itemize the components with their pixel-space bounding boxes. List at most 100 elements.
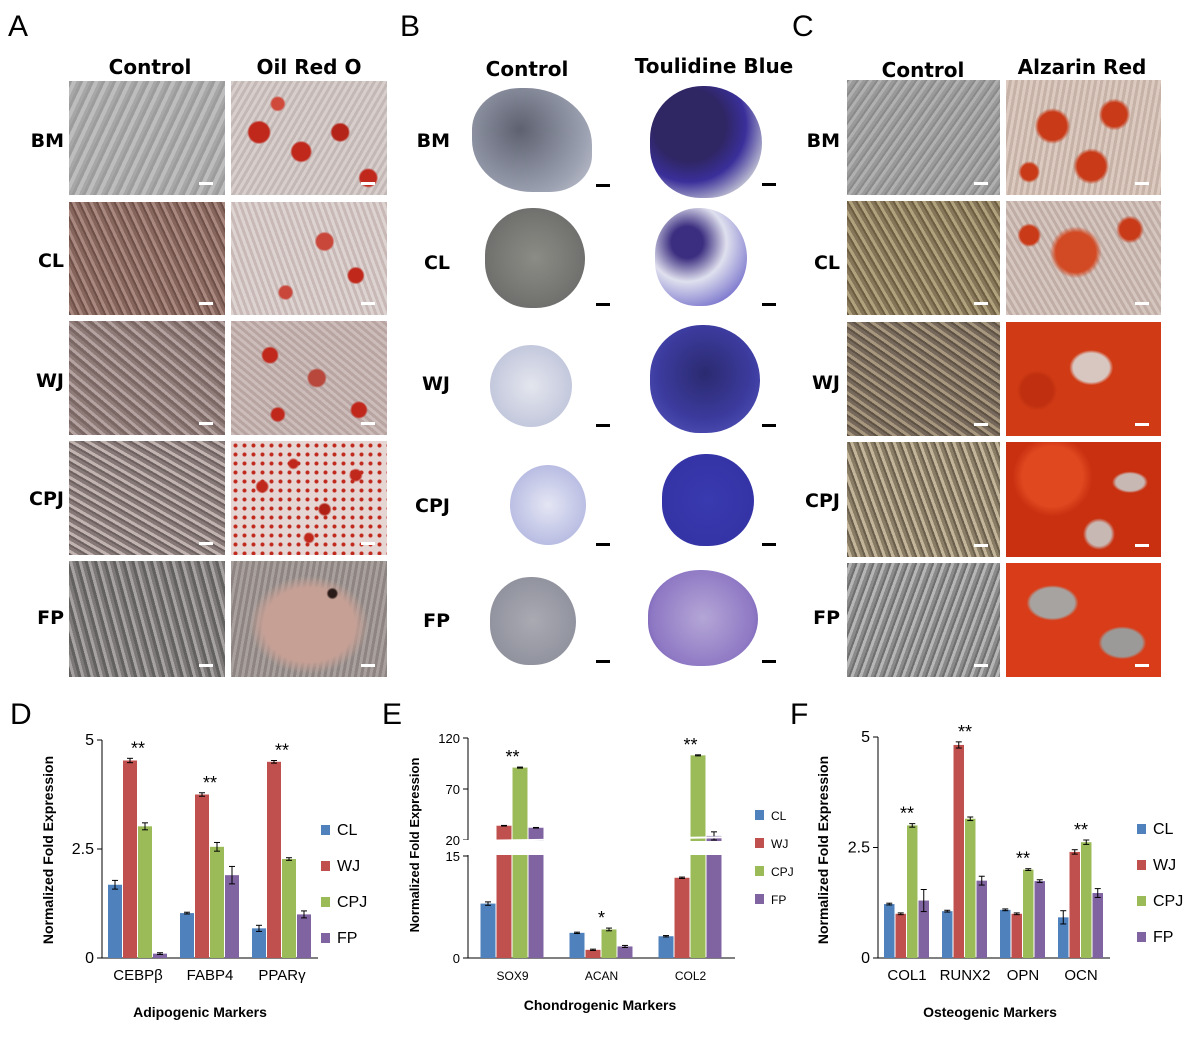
bar-wj-acan (585, 949, 601, 958)
legend-swatch-cl (755, 810, 764, 820)
scale-bar (596, 184, 610, 187)
bar-cpj-runx2 (965, 818, 976, 958)
row-label-cl: CL (813, 252, 840, 274)
column-header-oil-red-o: Oil Red O (256, 55, 362, 79)
legend-label-cpj: CPJ (771, 865, 794, 879)
micrograph-control-cl (847, 201, 1000, 315)
bar-wj-fabp4 (195, 794, 209, 958)
significance-mark: ** (683, 735, 697, 755)
scale-bar (361, 542, 375, 545)
legend-swatch-wj (321, 861, 330, 871)
scale-bar (762, 660, 776, 663)
row-label-wj: WJ (811, 372, 840, 394)
bar-cl-acan (569, 932, 585, 958)
legend-label-wj: WJ (771, 837, 788, 851)
row-label-bm: BM (30, 130, 64, 152)
scale-bar (974, 544, 988, 547)
pellet-control-bm (472, 88, 592, 192)
scale-bar (974, 302, 988, 305)
bar-fp-col1 (918, 900, 929, 958)
panel-label-e: E (382, 698, 403, 731)
row-label-fp: FP (423, 610, 450, 632)
micrograph-alizarin-bm (1006, 80, 1161, 195)
legend-label-fp: FP (337, 930, 357, 947)
scale-bar (596, 543, 610, 546)
legend-label-wj: WJ (1153, 857, 1176, 874)
y-tick-label: 15 (446, 849, 460, 864)
bar-cl-fabp4 (180, 913, 194, 958)
legend-label-cpj: CPJ (337, 894, 367, 911)
scale-bar (199, 182, 213, 185)
bar-cpj-cebp- (138, 826, 152, 958)
significance-mark: ** (275, 740, 289, 760)
significance-mark: ** (1074, 820, 1088, 840)
row-label-cl: CL (423, 252, 450, 274)
scale-bar (596, 660, 610, 663)
scale-bar (199, 542, 213, 545)
y-tick-label: 0 (453, 951, 460, 966)
scale-bar (762, 424, 776, 427)
axis-break-edge (462, 836, 744, 842)
scale-bar (596, 303, 610, 306)
bar-wj-col2 (674, 877, 690, 958)
legend-swatch-cpj (1137, 896, 1146, 906)
scale-bar (361, 422, 375, 425)
significance-mark: ** (505, 747, 519, 767)
legend-swatch-wj (1137, 860, 1146, 870)
panel-label-a: A (8, 10, 29, 43)
scale-bar (361, 302, 375, 305)
micrograph-control-cpj (847, 442, 1000, 557)
bar-cl-col1 (884, 904, 895, 958)
bar-fp-sox9 (528, 827, 544, 958)
legend-swatch-wj (755, 838, 764, 848)
bar-cpj-ocn (1081, 842, 1092, 958)
legend-swatch-fp (1137, 932, 1146, 942)
micrograph-alizarin-cpj (1006, 442, 1161, 557)
scale-bar (199, 302, 213, 305)
chart-ylabel: Normalized Fold Expression (40, 756, 56, 944)
category-label: ACAN (585, 969, 618, 983)
scale-bar (974, 182, 988, 185)
bar-fp-cebp- (153, 953, 167, 958)
bar-cpj-sox9 (512, 767, 528, 958)
category-label: OPN (1007, 967, 1040, 984)
legend-label-wj: WJ (337, 858, 360, 875)
legend-swatch-fp (755, 894, 764, 904)
micrograph-control-fp (69, 561, 225, 677)
y-tick-label: 70 (446, 782, 460, 797)
scale-bar (1135, 544, 1149, 547)
scale-bar (361, 182, 375, 185)
bar-wj-sox9 (496, 825, 512, 958)
chart-ylabel: Normalized Fold Expression (815, 756, 831, 944)
chart-osteogenic: 0 2.5 5 ** COL1 ** RUNX2 ** OPN ** OCN CL WJ CPJ FP No… (815, 722, 1183, 1020)
significance-mark: ** (131, 738, 145, 758)
legend-label-cpj: CPJ (1153, 893, 1183, 910)
scale-bar (1135, 423, 1149, 426)
bar-wj-opn (1011, 913, 1022, 958)
micrograph-alizarin-cl (1006, 201, 1161, 315)
bar-cl-opn (1000, 909, 1011, 958)
y-tick-label: 5 (861, 729, 870, 746)
legend-swatch-cl (1137, 824, 1146, 834)
scale-bar (199, 422, 213, 425)
bar-cpj-col2 (690, 755, 706, 958)
micrograph-control-wj (847, 322, 1000, 436)
scale-bar (974, 423, 988, 426)
significance-mark: ** (958, 722, 972, 742)
category-label: OCN (1064, 967, 1097, 984)
scale-bar (596, 424, 610, 427)
column-header-control: Control (108, 55, 192, 79)
legend-swatch-cpj (755, 866, 764, 876)
micrograph-alizarin-wj (1006, 322, 1161, 436)
y-tick-label: 120 (438, 731, 460, 746)
column-header-toluidine-blue: Toulidine Blue (634, 54, 794, 78)
legend-label-fp: FP (1153, 929, 1173, 946)
pellet-control-fp (490, 577, 576, 665)
row-label-cpj: CPJ (805, 490, 840, 512)
pellet-toluidine-wj (650, 325, 760, 433)
y-tick-label: 2.5 (72, 841, 94, 858)
bar-cpj-ppar- (282, 859, 296, 958)
chart-xlabel: Chondrogenic Markers (524, 997, 677, 1013)
row-label-fp: FP (37, 607, 64, 629)
